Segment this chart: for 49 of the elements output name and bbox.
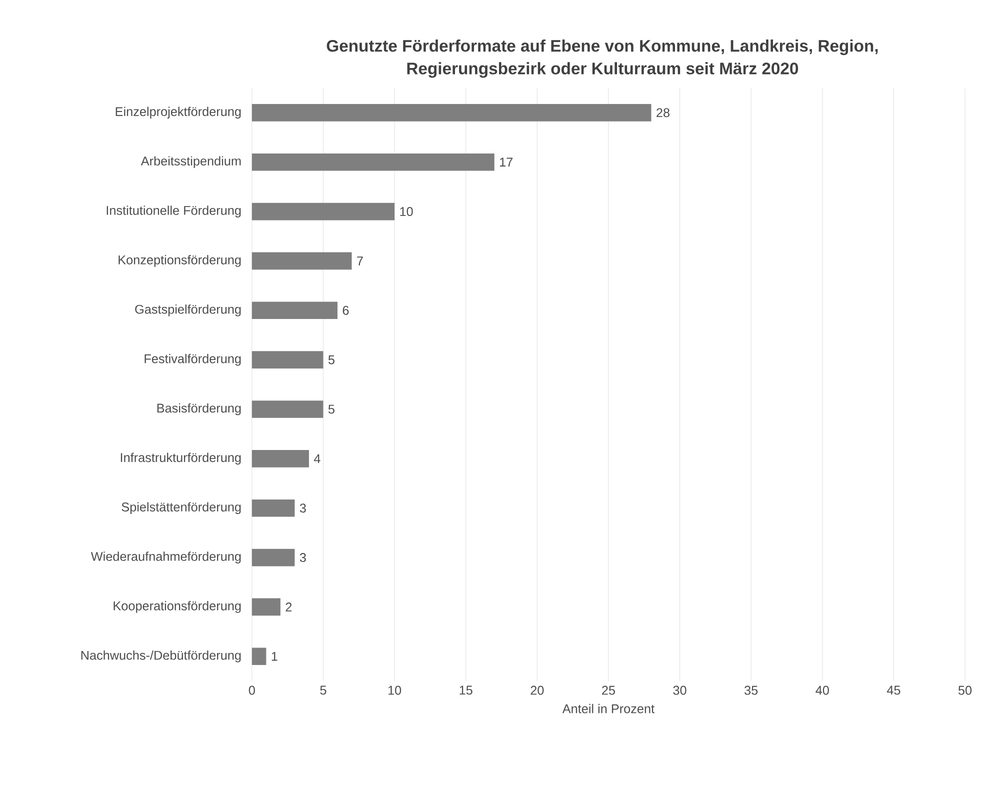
bar (252, 450, 309, 468)
bar (252, 350, 324, 368)
y-tick-label: Einzelprojektförderung (116, 106, 241, 118)
x-tick-label: 40 (816, 686, 829, 695)
x-tick-label: 5 (320, 686, 326, 694)
y-tick-label: Arbeitsstipendium (140, 156, 241, 168)
data-label: 2 (286, 602, 292, 612)
x-tick-label: 45 (886, 686, 900, 694)
y-tick-label: Kooperationsförderung (114, 600, 241, 613)
bar (252, 302, 338, 319)
bar (252, 104, 652, 122)
chart-title: Genutzte Förderformate auf Ebene von Kommune, Landkreis, Region, Regierungsbezirk oder Kulturraum seit März 2020 (326, 39, 878, 78)
data-label: 10 (400, 206, 413, 216)
data-label: 5 (328, 355, 334, 364)
data-label: 1 (272, 652, 278, 661)
y-tick-label: Konzeptionsförderung (118, 254, 241, 267)
bar (252, 252, 352, 270)
x-tick-label: 15 (460, 686, 472, 694)
bar (252, 548, 295, 566)
x-tick-label: 20 (530, 686, 544, 695)
x-axis-title: Anteil in Prozent (562, 704, 654, 714)
data-label: 6 (342, 306, 349, 315)
data-label: 28 (656, 108, 670, 117)
y-tick-label: Spielstättenförderung (122, 502, 241, 514)
y-tick-label: Wiederaufnahmeförderung (90, 551, 241, 564)
x-tick-label: 35 (744, 686, 758, 695)
x-tick-label: 25 (602, 686, 615, 695)
y-tick-label: Gastspielförderung (135, 304, 241, 316)
y-tick-label: Festivalförderung (144, 354, 241, 366)
data-label: 5 (328, 404, 334, 414)
y-tick-label: Institutionelle Förderung (106, 205, 241, 218)
data-label: 4 (314, 454, 320, 463)
y-tick-label: Infrastrukturförderung (120, 452, 241, 464)
x-tick-label: 10 (388, 686, 402, 695)
x-tick-label: 50 (958, 686, 972, 695)
bar (252, 153, 494, 171)
bar (252, 400, 324, 418)
x-tick-label: 30 (673, 686, 686, 695)
x-tick-label: 0 (248, 686, 255, 695)
data-label: 3 (300, 552, 306, 562)
y-tick-label: Basisförderung (157, 403, 241, 415)
data-label: 7 (357, 256, 363, 266)
data-label: 17 (500, 158, 513, 166)
bar (252, 648, 266, 665)
data-label: 3 (300, 503, 306, 512)
y-tick-label: Nachwuchs-/Debütförderung (81, 650, 241, 662)
bar (252, 499, 295, 517)
bar (252, 598, 280, 616)
bar (252, 202, 395, 220)
